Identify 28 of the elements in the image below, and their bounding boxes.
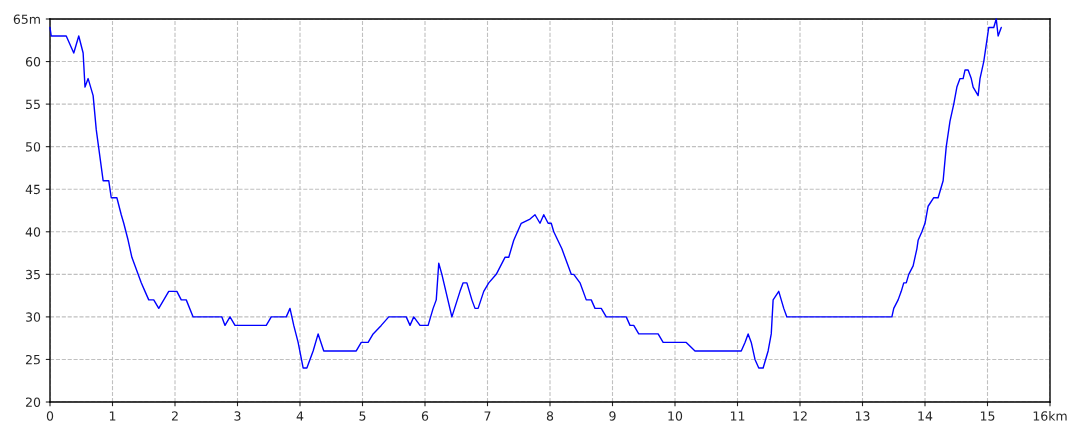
- x-tick-label: 0: [46, 411, 54, 421]
- x-tick-label: 11: [730, 411, 745, 421]
- y-tick-label: 20: [25, 397, 41, 407]
- x-tick-label: 15: [980, 411, 995, 421]
- x-tick-label: 13: [855, 411, 870, 421]
- x-tick-label: 8: [546, 411, 554, 421]
- x-tick-label: 7: [484, 411, 491, 421]
- y-tick-label: 50: [26, 142, 41, 152]
- x-tick-label: 3: [234, 411, 241, 421]
- x-tick-label: 16km: [1033, 411, 1067, 421]
- y-tick-label: 45: [25, 184, 40, 195]
- x-tick-label: 1: [109, 411, 116, 421]
- x-tick-label: 12: [793, 411, 807, 421]
- x-tick-label: 10: [668, 411, 683, 421]
- y-tick-label: 55: [26, 99, 40, 110]
- x-tick-label: 6: [421, 411, 429, 421]
- y-tick-label: 65m: [13, 14, 40, 24]
- y-tick-label: 30: [26, 312, 41, 322]
- x-tick-label: 4: [296, 411, 304, 421]
- x-tick-label: 14: [918, 411, 933, 421]
- y-tick-label: 40: [25, 227, 41, 237]
- x-tick-label: 5: [359, 411, 366, 421]
- line-series: [49, 18, 1002, 369]
- y-tick-label: 35: [26, 269, 40, 280]
- x-tick-label: 9: [609, 411, 616, 421]
- x-tick-label: 2: [171, 411, 178, 421]
- y-tick-label: 60: [25, 57, 41, 67]
- y-tick-label: 25: [25, 354, 40, 365]
